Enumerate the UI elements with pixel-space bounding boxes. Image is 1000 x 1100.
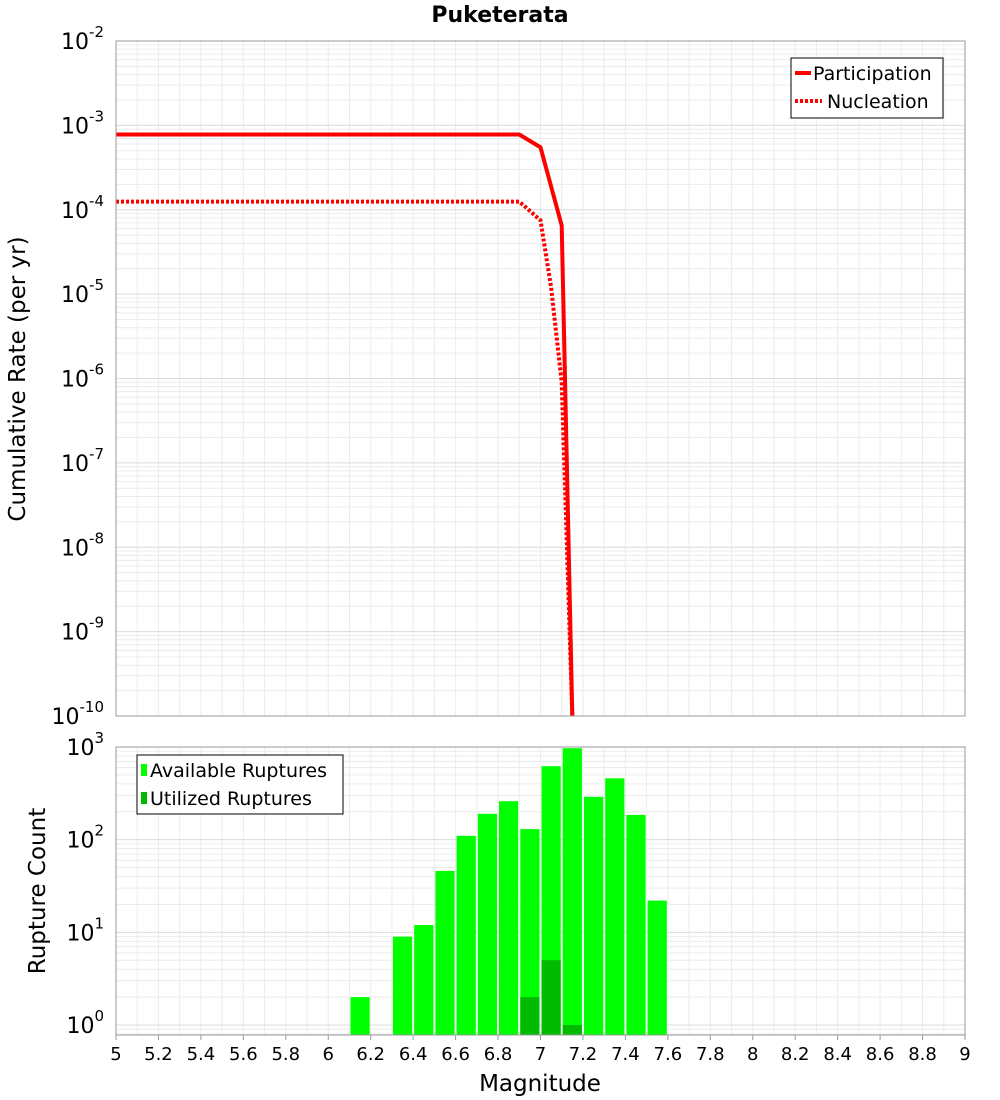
- available-rupture-bar: [350, 997, 370, 1035]
- rate-plot-legend: Participation Nucleation: [790, 57, 944, 119]
- rate-plot-grid: [115, 41, 966, 717]
- available-rupture-bar: [520, 829, 540, 1035]
- available-rupture-bar: [435, 870, 455, 1035]
- x-tick-label: 7.6: [654, 1044, 683, 1065]
- available-rupture-bar: [414, 925, 434, 1035]
- rate-plot-frame: [115, 40, 966, 717]
- utilized-rupture-bar: [541, 960, 561, 1035]
- x-tick-label: 7.4: [611, 1044, 640, 1065]
- y-tick-label: 10-9: [61, 614, 104, 646]
- utilized-rupture-bar: [562, 1025, 582, 1035]
- rupture-plot-bars: [350, 748, 667, 1035]
- x-tick-label: 7.8: [696, 1044, 725, 1065]
- x-tick-label: 5.6: [229, 1044, 258, 1065]
- y-tick-label: 100: [66, 1007, 104, 1039]
- rupture-plot-legend-box: [136, 754, 344, 815]
- utilized-rupture-bar: [520, 997, 540, 1035]
- rate-plot-y-axis-title: Cumulative Rate (per yr): [5, 236, 31, 521]
- x-tick-label: 9: [959, 1044, 970, 1065]
- y-tick-label: 10-10: [52, 698, 105, 730]
- x-tick-label: 8.4: [823, 1044, 852, 1065]
- x-tick-label: 6.2: [356, 1044, 385, 1065]
- y-tick-label: 103: [66, 729, 104, 761]
- rupture-plot-legend: Available Ruptures Utilized Ruptures: [136, 754, 344, 815]
- x-tick-label: 5.8: [271, 1044, 300, 1065]
- rate-plot: 10-10 10-9 10-8 10-7 10-6 10-5 10-4 10-3 10-2 Cu…: [5, 23, 966, 730]
- x-tick-label: 7: [535, 1044, 546, 1065]
- y-tick-label: 10-6: [61, 361, 104, 393]
- rupture-plot-y-ticks: 100 101 102 103: [66, 729, 104, 1039]
- x-tick-label: 6.4: [399, 1044, 428, 1065]
- y-tick-label: 10-5: [61, 276, 104, 308]
- x-tick-label: 6.6: [441, 1044, 470, 1065]
- rupture-plot-y-axis-title: Rupture Count: [25, 808, 51, 974]
- legend-nucleation-label: Nucleation: [827, 91, 929, 113]
- x-tick-label: 8.6: [866, 1044, 895, 1065]
- y-tick-label: 10-8: [61, 529, 104, 561]
- available-rupture-bar: [392, 936, 413, 1035]
- x-tick-label: 5.2: [144, 1044, 173, 1065]
- y-tick-label: 102: [66, 822, 104, 854]
- rupture-plot-x-ticks: 5 5.2 5.4 5.6 5.8 6 6.2 6.4 6.6 6.8 7 7.2 7.4 7.6 7.8 8…: [110, 1035, 971, 1065]
- y-tick-label: 101: [66, 914, 104, 946]
- available-rupture-bar: [626, 814, 646, 1035]
- legend-participation-label: Participation: [813, 63, 932, 85]
- x-tick-label: 8.8: [908, 1044, 937, 1065]
- available-rupture-bar: [647, 900, 667, 1035]
- series-line-nucleation: [116, 199, 575, 717]
- legend-available-swatch: [141, 764, 147, 776]
- available-rupture-bar: [499, 801, 519, 1035]
- available-rupture-bar: [584, 796, 604, 1035]
- available-rupture-bar: [562, 748, 582, 1035]
- x-tick-label: 6.8: [484, 1044, 513, 1065]
- available-rupture-bar: [477, 813, 497, 1035]
- x-tick-label: 5: [110, 1044, 121, 1065]
- legend-utilized-swatch: [141, 792, 147, 804]
- y-tick-label: 10-3: [61, 107, 104, 139]
- x-axis-title: Magnitude: [479, 1071, 601, 1097]
- rate-plot-legend-box: [790, 57, 944, 119]
- y-tick-label: 10-2: [61, 23, 104, 55]
- x-tick-label: 7.2: [569, 1044, 598, 1065]
- available-rupture-bar: [605, 778, 625, 1035]
- rate-plot-y-ticks: 10-10 10-9 10-8 10-7 10-6 10-5 10-4 10-3 10-2: [52, 23, 105, 730]
- legend-utilized-label: Utilized Ruptures: [150, 788, 312, 810]
- x-tick-label: 5.4: [187, 1044, 216, 1065]
- y-tick-label: 10-4: [61, 192, 104, 224]
- x-tick-label: 8.2: [781, 1044, 810, 1065]
- series-line-participation: [116, 132, 575, 717]
- x-tick-label: 6: [323, 1044, 334, 1065]
- y-tick-label: 10-7: [61, 445, 104, 477]
- legend-available-label: Available Ruptures: [150, 760, 327, 782]
- x-tick-label: 8: [747, 1044, 758, 1065]
- chart-title: Puketerata: [431, 3, 568, 28]
- available-rupture-bar: [456, 835, 476, 1035]
- rupture-count-plot: 100 101 102 103 5 5.2 5.4 5.6 5.8 6 6.2 6.4 6.6 6.8 7…: [25, 729, 971, 1097]
- rate-plot-series: [116, 132, 575, 717]
